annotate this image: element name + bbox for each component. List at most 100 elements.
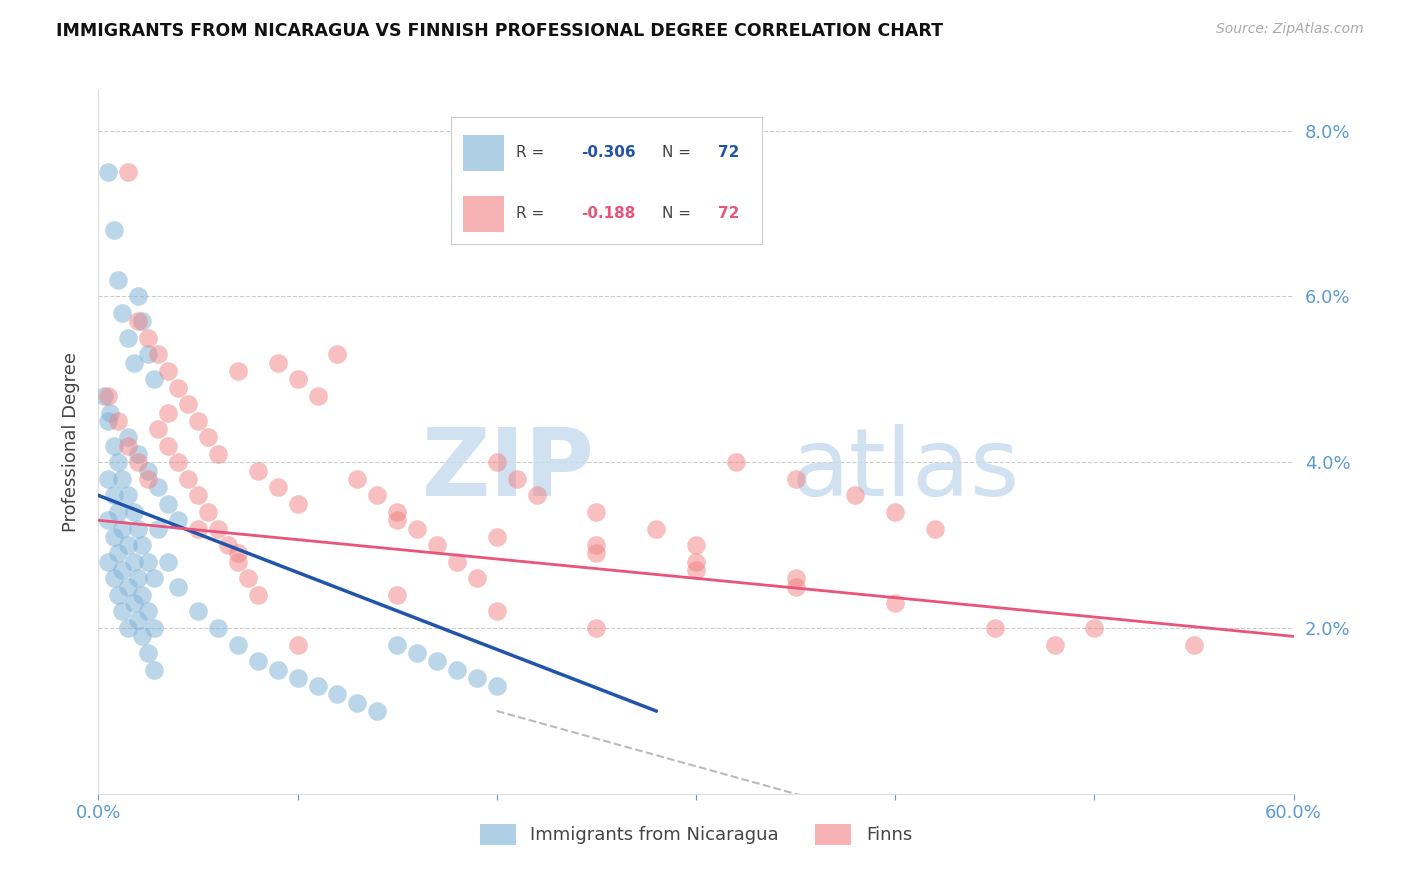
Point [103, 530, 125, 544]
Point [97, 555, 120, 569]
Point [117, 621, 139, 635]
Point [103, 488, 125, 502]
Point [187, 605, 209, 619]
Point [131, 314, 153, 328]
Point [226, 555, 249, 569]
Point [187, 414, 209, 428]
Text: Source: ZipAtlas.com: Source: ZipAtlas.com [1216, 22, 1364, 37]
Point [136, 331, 159, 345]
Point [585, 538, 607, 552]
Point [426, 654, 449, 668]
Point [465, 671, 488, 685]
Point [107, 546, 129, 560]
Point [585, 546, 607, 560]
Point [167, 513, 190, 527]
Point [148, 347, 170, 361]
Point [148, 422, 170, 436]
Text: atlas: atlas [792, 424, 1019, 516]
Point [207, 621, 229, 635]
Point [127, 447, 149, 461]
Point [107, 273, 129, 287]
Point [148, 522, 170, 536]
Point [131, 588, 153, 602]
Point [406, 522, 429, 536]
Point [287, 497, 309, 511]
Point [485, 605, 508, 619]
Point [346, 696, 368, 710]
Point [246, 588, 269, 602]
Point [117, 488, 139, 502]
Point [785, 472, 807, 486]
Point [385, 638, 409, 652]
Point [167, 580, 190, 594]
Point [127, 289, 149, 303]
Point [385, 513, 409, 527]
Point [366, 704, 388, 718]
Point [107, 588, 129, 602]
Point [148, 480, 170, 494]
Point [177, 472, 200, 486]
Point [117, 439, 139, 453]
Point [426, 538, 449, 552]
Text: IMMIGRANTS FROM NICARAGUA VS FINNISH PROFESSIONAL DEGREE CORRELATION CHART: IMMIGRANTS FROM NICARAGUA VS FINNISH PRO… [56, 22, 943, 40]
Point [287, 372, 309, 386]
Point [124, 555, 146, 569]
Point [267, 356, 290, 370]
Point [107, 414, 129, 428]
Point [97, 389, 120, 403]
Point [157, 555, 180, 569]
Point [136, 646, 159, 660]
Point [157, 405, 180, 419]
Point [217, 538, 239, 552]
Point [346, 472, 368, 486]
Point [267, 480, 290, 494]
Point [97, 414, 120, 428]
Point [124, 596, 146, 610]
Point [446, 663, 468, 677]
Y-axis label: Professional Degree: Professional Degree [62, 351, 80, 532]
Point [143, 571, 166, 585]
Point [307, 679, 329, 693]
Point [131, 629, 153, 643]
Point [406, 646, 429, 660]
Point [246, 654, 269, 668]
Point [143, 621, 166, 635]
Point [97, 513, 120, 527]
Point [724, 455, 747, 469]
Point [127, 613, 149, 627]
Point [226, 546, 249, 560]
Point [844, 488, 866, 502]
Point [884, 596, 907, 610]
Point [157, 497, 180, 511]
Point [446, 555, 468, 569]
Point [924, 522, 946, 536]
Point [98, 405, 122, 419]
Legend: Immigrants from Nicaragua, Finns: Immigrants from Nicaragua, Finns [472, 816, 920, 852]
Point [93, 389, 115, 403]
Point [187, 522, 209, 536]
Point [785, 580, 807, 594]
Point [326, 687, 349, 701]
Point [117, 538, 139, 552]
Point [685, 563, 707, 577]
Point [385, 588, 409, 602]
Point [97, 472, 120, 486]
Point [103, 439, 125, 453]
Point [226, 364, 249, 378]
Point [124, 356, 146, 370]
Point [131, 538, 153, 552]
Point [197, 430, 219, 444]
Point [884, 505, 907, 519]
Point [111, 472, 134, 486]
Point [366, 488, 388, 502]
Point [127, 314, 149, 328]
Point [287, 638, 309, 652]
Point [107, 505, 129, 519]
Text: ZIP: ZIP [422, 424, 595, 516]
Point [103, 223, 125, 237]
Point [585, 621, 607, 635]
Point [143, 663, 166, 677]
Point [117, 165, 139, 179]
Point [136, 464, 159, 478]
Point [326, 347, 349, 361]
